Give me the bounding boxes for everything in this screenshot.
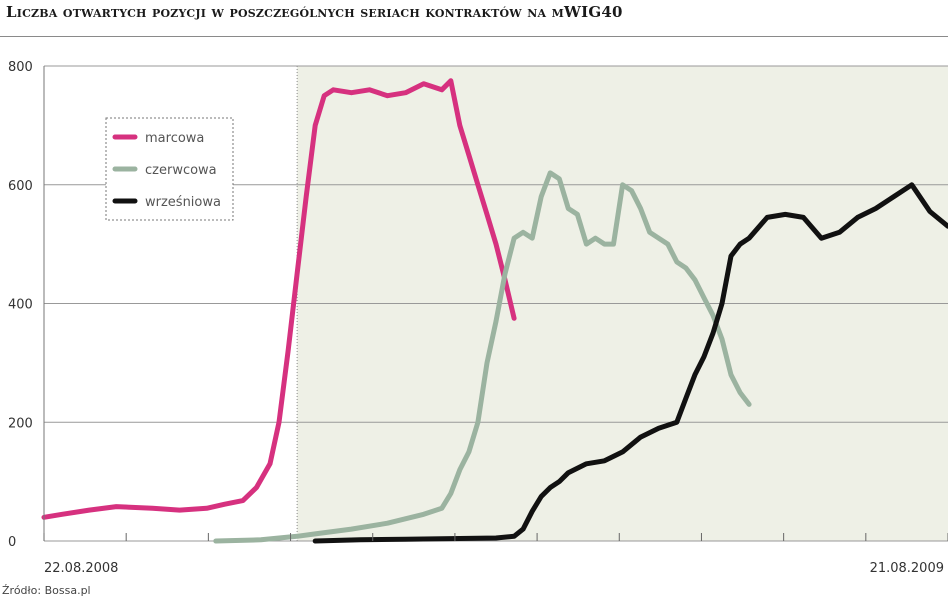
chart-title: Liczba otwartych pozycji w poszczególnyc… — [6, 3, 623, 21]
y-tick-label-400: 400 — [8, 298, 33, 313]
y-tick-label-200: 200 — [8, 416, 33, 431]
series-line-2 — [213, 170, 752, 544]
legend-label-2: czerwcowa — [145, 163, 217, 178]
x-tick-label-end: 21.08.2009 — [870, 561, 944, 576]
y-tick-label-800: 800 — [8, 60, 33, 75]
legend: marcowa czerwcowa wrześniowa — [105, 117, 234, 221]
y-tick-label-0: 0 — [8, 535, 16, 550]
y-tick-label-600: 600 — [8, 179, 33, 194]
title-divider — [0, 36, 948, 37]
series-line-3 — [312, 182, 948, 544]
legend-label-3: wrześniowa — [145, 195, 221, 210]
source-note: Źródło: Bossa.pl — [2, 584, 91, 597]
axes: 0 200 400 600 800 22.08.2008 21.08.2009 — [8, 60, 948, 576]
series-line-1 — [41, 78, 517, 520]
x-tick-label-start: 22.08.2008 — [44, 561, 118, 576]
series-lines — [41, 78, 948, 544]
legend-label-1: marcowa — [145, 131, 204, 146]
